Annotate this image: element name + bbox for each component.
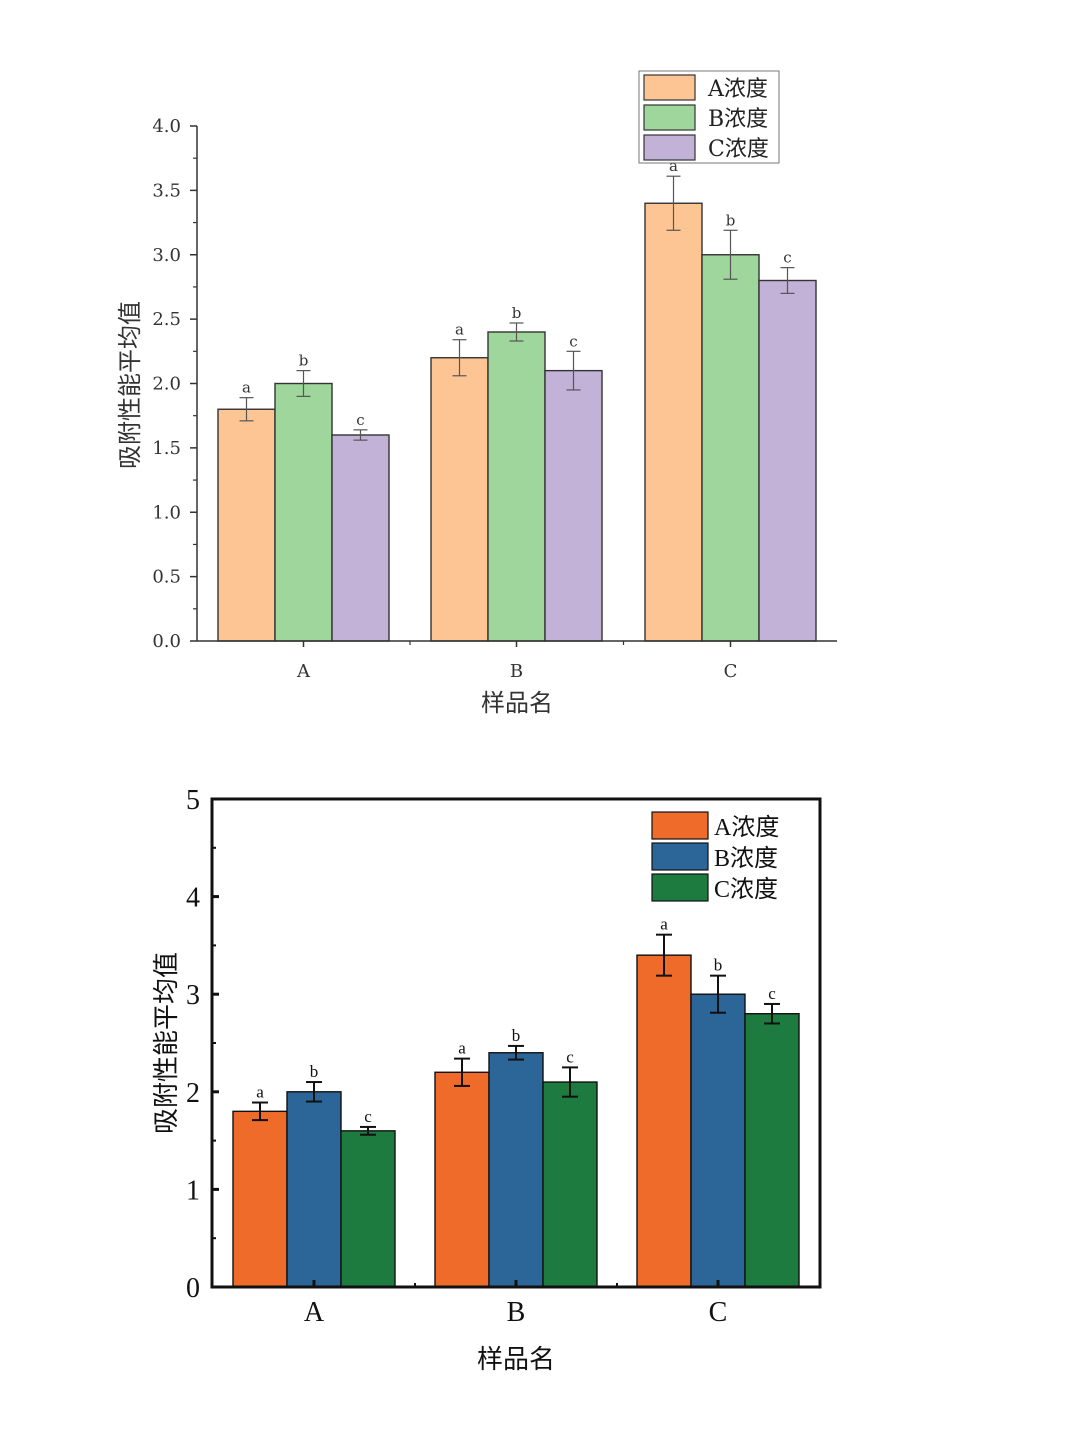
significance-letter: b [714,956,723,975]
chart-2-legend: A浓度 B浓度 C浓度 [651,811,779,903]
y-tick-label: 0.5 [152,567,181,588]
significance-letter: c [364,1107,372,1126]
y-tick-label: 4 [186,883,200,914]
legend-label: A浓度 [714,814,779,841]
y-axis-title: 吸附性能平均值 [116,301,144,469]
x-axis-title: 样品名 [477,1345,555,1374]
legend-swatch [651,811,709,840]
x-axis-title: 样品名 [481,689,553,717]
significance-letter: b [726,211,736,229]
y-tick-label: 2.5 [152,309,181,330]
x-tick-label: B [507,1297,526,1328]
y-tick-label: 2.0 [152,374,181,395]
significance-letter: a [669,157,678,175]
bar [232,1110,288,1288]
bar [274,382,333,642]
legend-swatch [651,842,709,871]
y-tick-label: 5 [186,785,200,816]
bar [758,279,817,642]
bar [644,202,703,642]
significance-letter: b [512,304,522,322]
y-tick-label: 1 [186,1175,200,1206]
bar [544,369,603,642]
x-tick-label: B [510,661,523,682]
chart-2-bars: a b c a b c a b c [232,915,800,1288]
y-tick-label: 4.0 [152,116,181,137]
significance-letter: b [512,1026,521,1045]
legend-label: B浓度 [708,107,768,132]
significance-letter: a [242,379,251,397]
bar [434,1071,490,1288]
chart-1-axes: 0.0 0.5 1.0 1.5 2.0 2.5 3.0 3.5 4.0 A B C 样品名 吸附性能平均值 [116,116,837,717]
bar [542,1081,598,1288]
bar [636,954,692,1288]
significance-letter: c [356,411,364,429]
bar [331,434,390,642]
x-tick-label: A [296,661,311,682]
bar [690,993,746,1288]
legend-swatch [643,134,696,161]
chart-1-bars: a b c a b c a b c [217,157,817,642]
legend-label: A浓度 [707,77,768,102]
bar [340,1130,396,1288]
legend-swatch [651,873,709,902]
bar [217,408,276,642]
legend-label: B浓度 [714,845,778,872]
y-axis-title: 吸附性能平均值 [152,952,181,1134]
bar [744,1013,800,1288]
legend-label: C浓度 [708,137,769,162]
y-tick-label: 2 [186,1078,200,1109]
bar [286,1091,342,1288]
bar [701,254,760,642]
bar [430,357,489,642]
significance-letter: a [660,915,668,934]
significance-letter: a [455,321,464,339]
significance-letter: c [566,1047,574,1066]
y-tick-label: 3.5 [152,180,181,201]
significance-letter: c [569,332,577,350]
x-tick-label: A [304,1297,325,1328]
significance-letter: c [783,249,791,267]
y-tick-label: 1.5 [152,438,181,459]
y-tick-label: 0 [186,1273,200,1304]
x-tick-label: C [724,661,738,682]
bar [488,1052,544,1288]
bar [487,331,546,642]
legend-swatch [643,74,696,101]
significance-letter: a [458,1039,466,1058]
chart-1-legend: A浓度 B浓度 C浓度 [638,70,780,164]
legend-label: C浓度 [714,876,778,903]
y-tick-label: 3.0 [152,245,181,266]
x-tick-label: C [709,1297,728,1328]
y-tick-label: 1.0 [152,502,181,523]
significance-letter: b [310,1062,319,1081]
y-tick-label: 3 [186,980,200,1011]
y-tick-label: 0.0 [152,631,181,652]
significance-letter: b [299,352,309,370]
significance-letter: a [256,1083,264,1102]
legend-swatch [643,104,696,131]
significance-letter: c [768,984,776,1003]
chart-2-axes: 0 1 2 3 4 5 A B C 样品名 吸附性能平均值 [152,785,822,1374]
